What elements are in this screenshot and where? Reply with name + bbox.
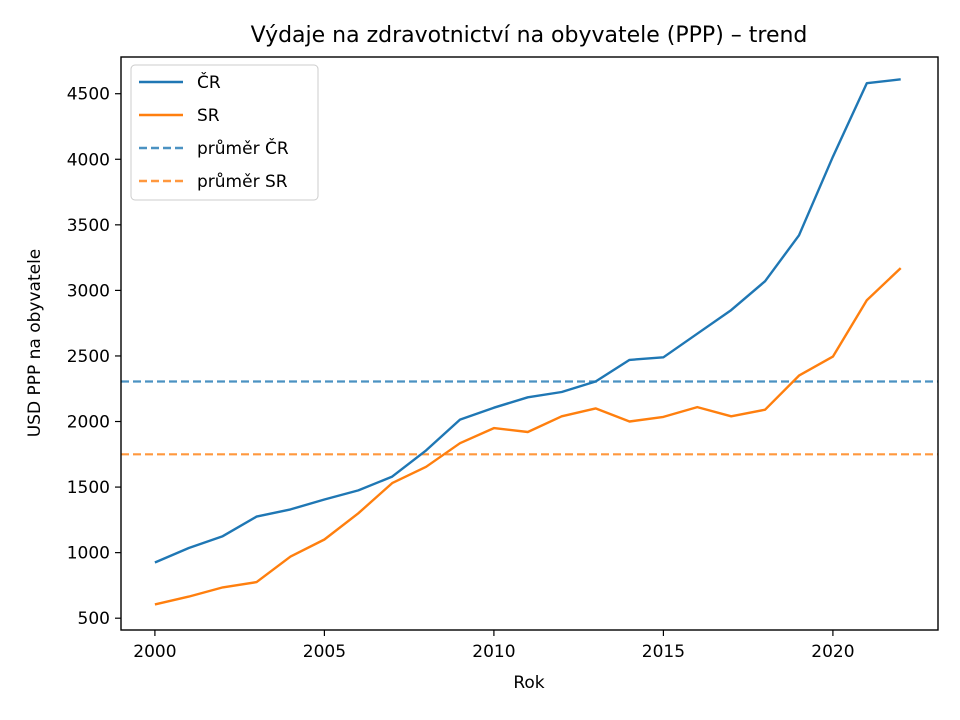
x-axis: 2000 2005 2010 2015 2020 — [133, 630, 855, 662]
series-line-1 — [154, 78, 901, 564]
x-tick-label: 2005 — [303, 642, 346, 662]
x-tick-label: 2010 — [472, 642, 515, 662]
y-tick-label: 4500 — [67, 85, 110, 105]
y-tick-label: 3000 — [67, 281, 110, 301]
legend-label-3: průměr ČR — [197, 137, 289, 159]
series-line-2 — [154, 267, 902, 606]
x-tick-label: 2000 — [133, 642, 176, 662]
y-tick-label: 2500 — [67, 347, 110, 367]
y-axis: 500 1000 1500 2000 2500 3000 3500 4000 4500 — [67, 85, 121, 629]
chart-title: Výdaje na zdravotnictví na obyvatele (PP… — [251, 23, 808, 48]
plot-area — [120, 56, 939, 631]
x-tick-label: 2020 — [811, 642, 854, 662]
legend-label-4: průměr SR — [197, 172, 288, 192]
y-tick-label: 1000 — [67, 544, 110, 564]
y-axis-label: USD PPP na obyvatele — [25, 249, 45, 438]
reference-lines — [121, 380, 938, 456]
y-tick-label: 500 — [78, 609, 110, 629]
x-axis-label: Rok — [513, 673, 544, 693]
x-tick-label: 2015 — [642, 642, 685, 662]
y-tick-label: 3500 — [67, 216, 110, 236]
series-lines — [154, 78, 902, 606]
y-tick-label: 2000 — [67, 413, 110, 433]
y-tick-label: 4000 — [67, 150, 110, 170]
plot-frame — [120, 56, 939, 631]
legend-box — [130, 64, 319, 201]
legend-items: ČR SR průměr ČR průměr SR — [139, 71, 289, 192]
y-tick-label: 1500 — [67, 478, 110, 498]
legend-label-1: ČR — [197, 71, 221, 93]
legend: ČR SR průměr ČR průměr SR — [130, 64, 319, 201]
legend-label-2: SR — [197, 106, 220, 126]
